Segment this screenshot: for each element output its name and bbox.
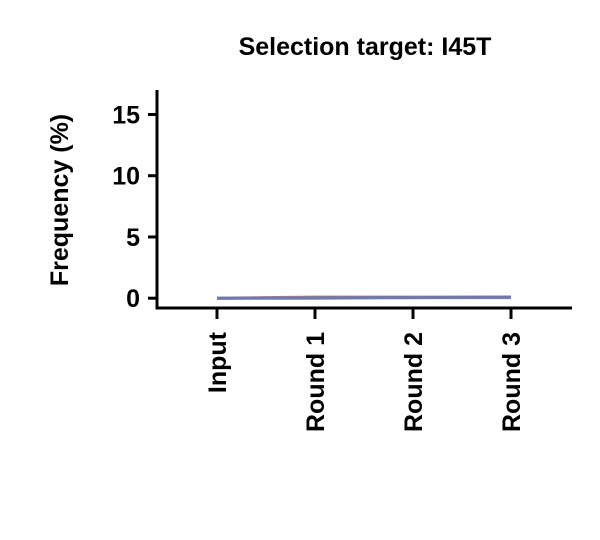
x-ticks: Input Round 1 Round 2 Round 3 xyxy=(204,308,526,432)
y-tick-label: 5 xyxy=(126,224,140,252)
chart-title: Selection target: I45T xyxy=(239,33,492,61)
y-tick-label: 0 xyxy=(126,285,140,313)
y-tick-label: 15 xyxy=(112,101,140,129)
series-line xyxy=(217,296,511,300)
x-tick-label: Input xyxy=(204,331,232,393)
x-tick-label: Round 1 xyxy=(302,332,330,432)
axes xyxy=(155,90,572,310)
y-ticks: 0 5 10 15 xyxy=(112,101,157,313)
x-tick-label: Round 2 xyxy=(400,332,428,432)
series-lines xyxy=(216,295,512,300)
y-axis-label: Frequency (%) xyxy=(46,114,74,286)
y-tick-label: 10 xyxy=(112,163,140,191)
x-tick-label: Round 3 xyxy=(498,332,526,432)
